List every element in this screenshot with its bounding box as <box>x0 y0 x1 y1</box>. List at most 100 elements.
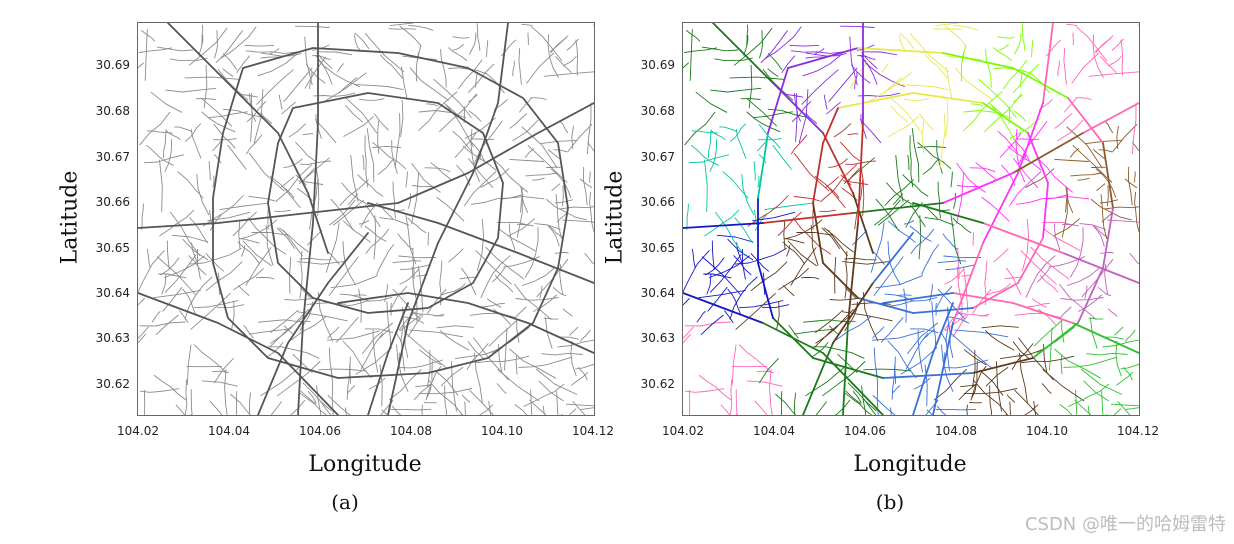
minor-road <box>1024 302 1050 308</box>
minor-road <box>217 69 249 101</box>
minor-road <box>427 232 429 246</box>
minor-road <box>434 370 459 396</box>
x-axis-label-a: Longitude <box>308 452 422 477</box>
minor-road <box>1070 172 1103 177</box>
minor-road <box>530 26 563 62</box>
minor-road <box>466 343 489 370</box>
minor-road <box>683 298 690 306</box>
minor-road <box>440 366 464 387</box>
minor-road <box>524 226 539 278</box>
minor-road <box>171 234 209 243</box>
minor-road <box>1084 139 1123 145</box>
minor-road <box>743 35 749 56</box>
minor-road <box>792 217 832 255</box>
minor-road <box>1092 34 1104 78</box>
minor-road <box>1094 225 1108 239</box>
major-road <box>847 222 859 324</box>
minor-road <box>703 273 732 279</box>
major-road <box>1017 237 1044 284</box>
minor-road <box>909 204 926 227</box>
minor-road <box>582 166 588 206</box>
minor-road <box>883 77 903 94</box>
minor-road <box>555 194 563 239</box>
minor-road <box>213 124 236 149</box>
major-road <box>1067 97 1104 144</box>
minor-road <box>985 49 992 88</box>
minor-road <box>239 93 259 98</box>
minor-road <box>997 44 1009 51</box>
minor-road <box>1064 97 1077 113</box>
minor-road <box>551 183 561 191</box>
minor-road <box>1014 32 1022 55</box>
minor-road <box>1057 119 1084 142</box>
minor-road <box>801 69 839 105</box>
minor-road <box>508 218 536 237</box>
minor-road <box>720 404 731 415</box>
minor-road <box>589 171 591 183</box>
major-road <box>767 67 789 134</box>
minor-road <box>270 401 282 415</box>
minor-road <box>389 23 415 27</box>
minor-road <box>508 223 516 251</box>
minor-road <box>777 211 802 236</box>
minor-road <box>139 321 186 327</box>
minor-road <box>834 399 851 415</box>
minor-road <box>848 168 860 182</box>
major-road <box>982 102 1029 134</box>
minor-road <box>1078 294 1102 312</box>
minor-road <box>275 164 312 203</box>
minor-road <box>701 46 739 52</box>
minor-road <box>373 215 377 260</box>
minor-road <box>742 248 746 280</box>
minor-road <box>336 63 344 73</box>
minor-road <box>247 217 287 255</box>
minor-road <box>530 97 547 100</box>
minor-road <box>1095 37 1112 54</box>
minor-road <box>439 93 477 133</box>
minor-road <box>480 255 511 298</box>
minor-road <box>350 154 359 202</box>
minor-road <box>372 329 379 373</box>
minor-road <box>909 328 939 334</box>
minor-road <box>941 344 954 392</box>
plot-area-a <box>137 22 595 416</box>
minor-road <box>215 30 243 64</box>
minor-road <box>141 203 144 230</box>
minor-road <box>956 185 979 188</box>
major-road <box>297 23 319 415</box>
minor-road <box>360 333 384 370</box>
minor-road <box>696 311 706 323</box>
minor-road <box>772 144 792 170</box>
minor-road <box>778 267 809 291</box>
minor-road <box>958 383 977 401</box>
minor-road <box>405 215 417 265</box>
minor-road <box>1061 223 1079 227</box>
minor-road <box>909 33 950 73</box>
minor-road <box>937 260 967 264</box>
minor-road <box>1041 383 1052 394</box>
minor-road <box>441 283 466 296</box>
minor-road <box>280 176 295 188</box>
minor-road <box>909 225 932 242</box>
minor-road <box>412 247 415 280</box>
minor-road <box>542 405 546 415</box>
minor-road <box>452 44 464 51</box>
minor-road <box>1108 56 1122 67</box>
minor-road <box>1066 126 1103 169</box>
minor-road <box>684 47 718 53</box>
minor-road <box>869 72 912 102</box>
major-road <box>952 242 984 324</box>
minor-road <box>488 400 492 415</box>
minor-road <box>514 306 527 319</box>
major-road <box>1062 252 1139 284</box>
minor-road <box>802 53 843 77</box>
minor-road <box>190 388 193 415</box>
major-road <box>1017 102 1044 174</box>
minor-road <box>1007 145 1042 171</box>
minor-road <box>562 308 573 317</box>
minor-road <box>899 84 949 91</box>
minor-road <box>400 99 404 138</box>
minor-road <box>1102 339 1139 348</box>
major-road <box>1072 322 1139 354</box>
major-road <box>138 102 594 229</box>
